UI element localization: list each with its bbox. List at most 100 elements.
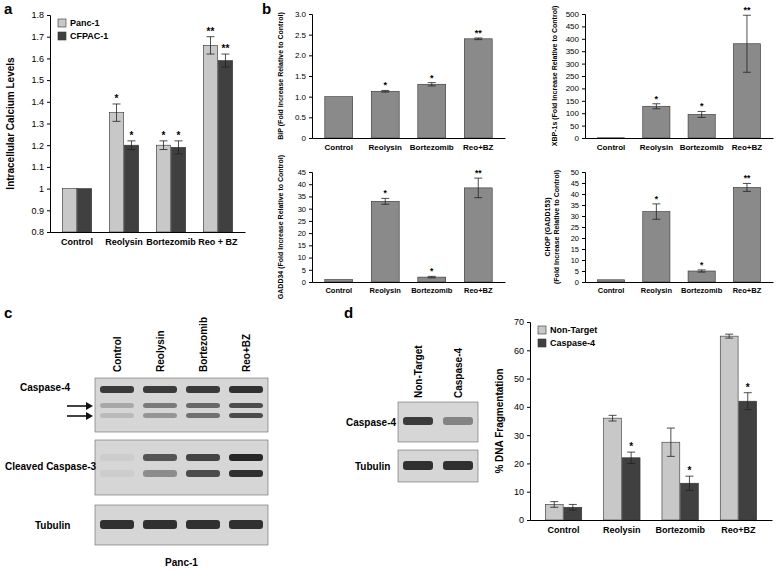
y-tick-label: 100	[566, 109, 580, 118]
y-tick: 50	[571, 168, 585, 177]
y-tick: 1.8	[31, 10, 50, 20]
y-tick: 10	[298, 253, 312, 262]
bar	[124, 145, 138, 232]
y-tick-mark	[309, 233, 312, 234]
error-cap	[743, 72, 751, 73]
x-tick-label: Reolysin	[369, 143, 402, 152]
significance: *	[383, 80, 387, 90]
y-tick-mark	[309, 138, 312, 139]
y-tick: 350	[566, 47, 585, 56]
blot-band	[186, 520, 220, 529]
significance: *	[700, 101, 704, 111]
legend-swatch	[58, 19, 66, 27]
x-tick-label: Control	[325, 143, 353, 152]
y-tick: 45	[571, 179, 585, 188]
y-tick-label: 1.2	[31, 141, 44, 151]
significance: *	[655, 94, 659, 104]
significance: **	[744, 173, 751, 183]
blot-0: ControlReolysinBortezomibReo+BZCaspase-4…	[5, 317, 268, 568]
x-tick: Bortezomib	[655, 520, 705, 535]
legend-label: Caspase-4	[550, 338, 595, 348]
error-cap	[609, 415, 617, 416]
significance: *	[430, 73, 434, 83]
y-tick-mark	[309, 209, 312, 210]
y-tick-label: 0	[575, 278, 579, 287]
error-line	[631, 452, 632, 463]
y-tick-mark	[582, 76, 585, 77]
y-tick-mark	[47, 102, 50, 103]
error-bar	[381, 90, 389, 92]
error-bar	[744, 393, 752, 410]
lane-label: Control	[112, 336, 123, 372]
error-cap	[474, 197, 482, 198]
error-bar	[698, 270, 706, 272]
x-tick: Reolysin	[603, 520, 641, 535]
x-tick-label: Bortezomib	[146, 237, 196, 247]
error-line	[656, 104, 657, 109]
y-tick-mark	[309, 35, 312, 36]
x-tick: Reolysin	[370, 282, 402, 295]
y-tick-label: 1.6	[31, 54, 44, 64]
y-tick-mark	[582, 271, 585, 272]
error-line	[385, 198, 386, 204]
significance: **	[743, 5, 751, 15]
y-axis: 00.51.01.52.02.53.0	[295, 10, 313, 143]
y-axis-title: CHOP (GADD153)	[544, 198, 552, 257]
arrow-head	[86, 402, 93, 410]
bar	[325, 97, 353, 138]
y-tick-mark	[582, 14, 585, 15]
y-tick: 1.7	[31, 32, 50, 42]
error-line	[612, 415, 613, 421]
bar	[688, 114, 715, 138]
x-axis: ControlReolysinBortezomibReo+BZ	[531, 520, 773, 535]
y-axis-title: GADD34 (Fold Increase Relative to Contro…	[277, 155, 285, 299]
y-tick: 3.0	[295, 10, 312, 19]
x-tick-label: Control	[548, 525, 580, 535]
error-cap	[474, 39, 482, 40]
y-tick-label: 25	[298, 217, 306, 226]
y-axis: 0.80.911.11.21.31.41.51.61.71.8	[31, 10, 50, 237]
y-tick: 0	[302, 278, 312, 287]
blot-band	[100, 413, 134, 418]
y-tick-label: 2.0	[295, 51, 307, 60]
y-axis: 050100150200250300350400450500	[566, 10, 586, 143]
error-bar	[743, 15, 751, 72]
y-tick-mark	[527, 322, 530, 323]
plot-area	[597, 183, 760, 282]
significance: *	[115, 93, 119, 104]
y-tick: 1.1	[31, 162, 50, 172]
plot-area	[325, 38, 492, 138]
y-tick-mark	[47, 232, 50, 233]
y-tick-mark	[582, 126, 585, 127]
y-tick: 1.3	[31, 119, 50, 129]
y-tick-mark	[47, 58, 50, 59]
y-tick-mark	[47, 37, 50, 38]
arrow-head	[86, 412, 93, 420]
error-bar	[127, 141, 135, 150]
error-bar	[667, 428, 675, 456]
bar	[733, 187, 760, 282]
y-tick-mark	[47, 145, 50, 146]
y-tick-label: 70	[514, 317, 524, 327]
error-cap	[725, 338, 733, 339]
blot-band	[143, 403, 177, 408]
x-axis-line	[313, 282, 506, 283]
y-tick-mark	[582, 39, 585, 40]
y-tick-label: 3.0	[295, 10, 307, 19]
y-tick-mark	[309, 97, 312, 98]
y-tick: 5	[575, 267, 585, 276]
x-tick: Bortezomib	[146, 232, 196, 247]
x-tick-label: Reolysin	[641, 286, 673, 295]
error-cap	[127, 149, 135, 150]
x-tick-label: Reolysin	[603, 525, 641, 535]
blot-band	[143, 520, 177, 529]
blot-1: Non-TargetCaspase-4Caspase-4Tubulin	[346, 345, 478, 482]
x-axis: ControlReolysinBortezomibReo+BZ	[313, 138, 506, 152]
blot-band	[186, 470, 220, 477]
y-tick-label: 25	[571, 223, 579, 232]
x-axis-line	[586, 282, 774, 283]
error-cap	[698, 117, 706, 118]
y-tick-label: 0.8	[31, 227, 44, 237]
y-tick-label: 0	[302, 278, 306, 287]
y-tick-label: 40	[514, 402, 524, 412]
